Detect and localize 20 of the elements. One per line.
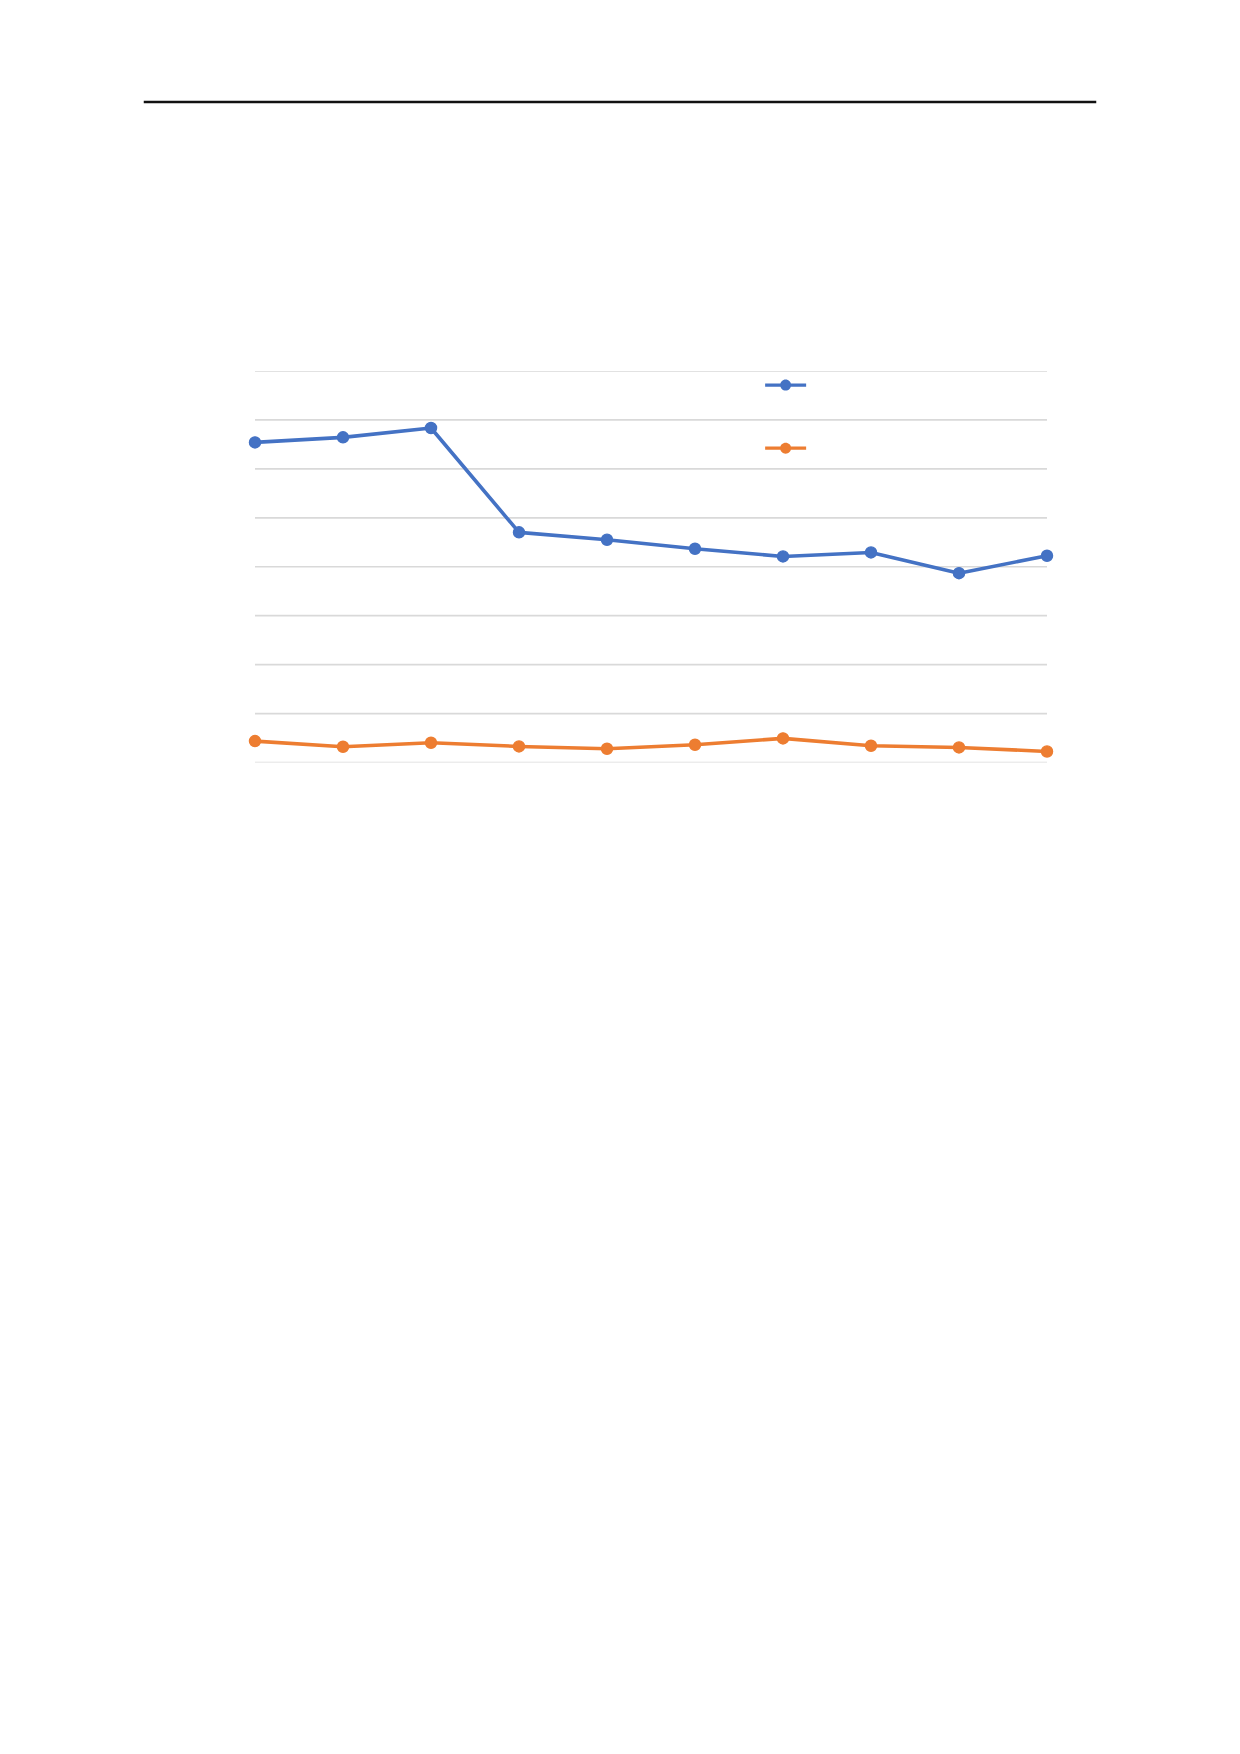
point	[776, 550, 790, 563]
point	[512, 526, 526, 539]
point	[688, 738, 702, 752]
point	[688, 542, 702, 556]
point	[600, 533, 614, 546]
point	[864, 739, 878, 753]
point	[248, 734, 262, 748]
point	[248, 436, 262, 449]
point	[424, 736, 438, 750]
point	[952, 566, 966, 580]
point	[336, 431, 350, 444]
point	[776, 732, 790, 745]
point	[864, 546, 878, 559]
point	[600, 742, 614, 756]
point	[1040, 549, 1054, 563]
point	[336, 740, 350, 754]
point	[1040, 745, 1054, 758]
point	[512, 740, 526, 753]
point	[952, 741, 966, 754]
point	[424, 421, 438, 435]
